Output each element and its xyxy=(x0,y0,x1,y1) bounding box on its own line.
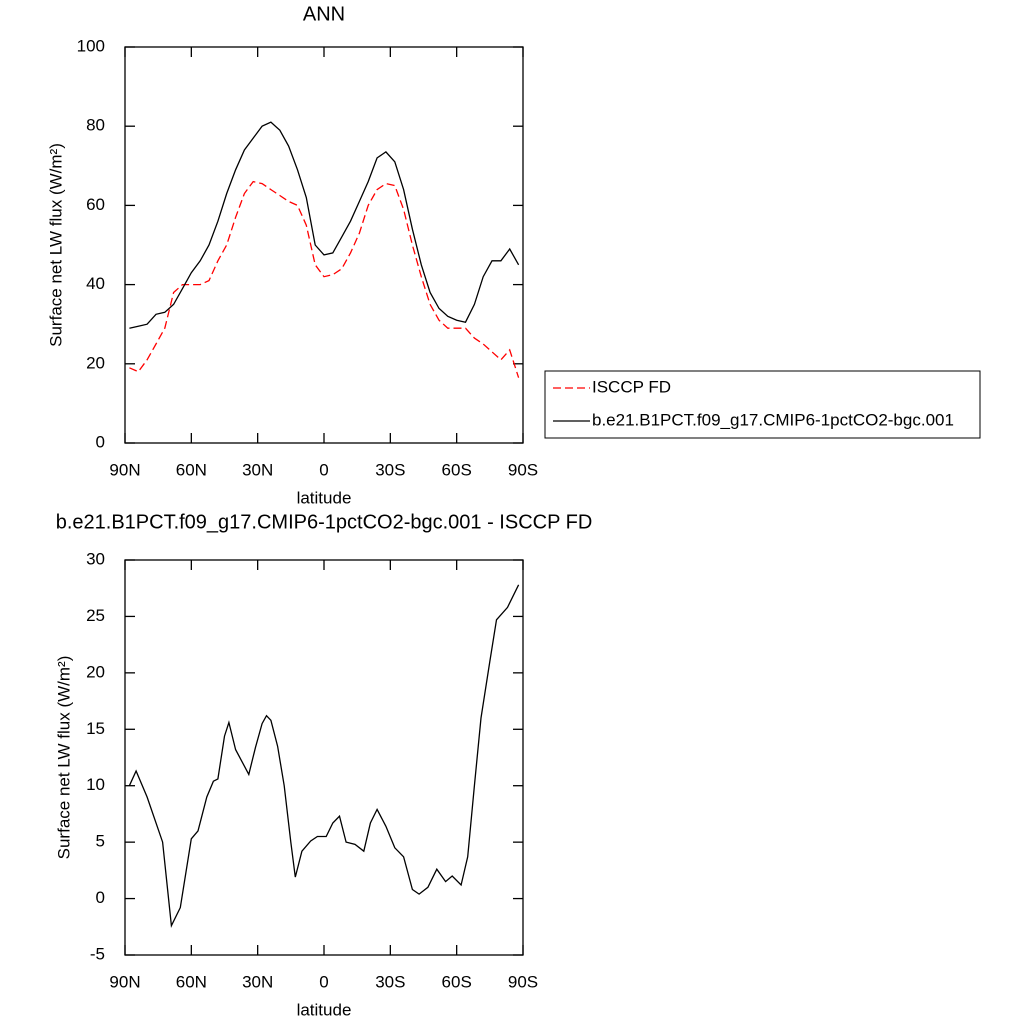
x-tick-label: 60N xyxy=(176,460,207,479)
x-axis-label: latitude xyxy=(297,488,352,507)
x-tick-label: 90N xyxy=(109,460,140,479)
y-tick-label: 20 xyxy=(86,662,105,681)
chart-title: ANN xyxy=(303,3,345,25)
x-tick-label: 30S xyxy=(375,972,405,991)
x-axis-label: latitude xyxy=(297,1000,352,1019)
x-tick-label: 30S xyxy=(375,460,405,479)
x-tick-label: 90S xyxy=(508,460,538,479)
x-tick-label: 0 xyxy=(319,460,328,479)
y-tick-label: 15 xyxy=(86,719,105,738)
legend-box xyxy=(544,370,981,439)
plot-frame xyxy=(124,46,524,444)
y-tick-label: 30 xyxy=(86,549,105,568)
x-tick-label: 90N xyxy=(109,972,140,991)
plot-frame xyxy=(124,559,524,956)
x-tick-label: 60S xyxy=(442,460,472,479)
data-line xyxy=(129,121,520,329)
y-tick-label: 60 xyxy=(86,195,105,214)
y-tick-label: -5 xyxy=(90,944,105,963)
x-tick-label: 30N xyxy=(242,972,273,991)
data-line xyxy=(129,180,520,378)
y-axis-label: Surface net LW flux (W/m²) xyxy=(46,143,65,347)
x-tick-label: 0 xyxy=(319,972,328,991)
y-tick-label: 20 xyxy=(86,353,105,372)
x-tick-label: 60S xyxy=(442,972,472,991)
y-tick-label: 80 xyxy=(86,116,105,135)
legend-label: ISCCP FD xyxy=(592,377,671,396)
y-tick-label: 40 xyxy=(86,274,105,293)
chart-title: b.e21.B1PCT.f09_g17.CMIP6-1pctCO2-bgc.00… xyxy=(56,511,593,533)
y-axis-label: Surface net LW flux (W/m²) xyxy=(54,656,73,860)
legend-label: b.e21.B1PCT.f09_g17.CMIP6-1pctCO2-bgc.00… xyxy=(592,410,954,429)
y-tick-label: 100 xyxy=(77,36,105,55)
x-tick-label: 90S xyxy=(508,972,538,991)
y-tick-label: 0 xyxy=(96,432,105,451)
y-tick-label: 10 xyxy=(86,775,105,794)
x-tick-label: 60N xyxy=(176,972,207,991)
y-tick-label: 5 xyxy=(96,832,105,851)
y-tick-label: 0 xyxy=(96,888,105,907)
y-tick-label: 25 xyxy=(86,606,105,625)
data-line xyxy=(128,584,520,929)
x-tick-label: 30N xyxy=(242,460,273,479)
